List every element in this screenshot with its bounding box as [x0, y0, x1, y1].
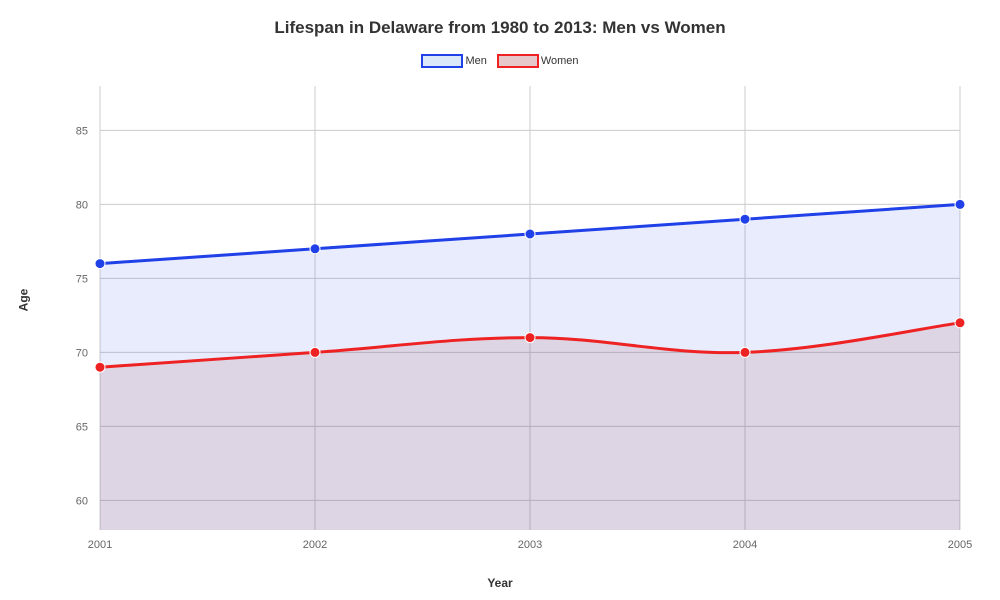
- svg-text:2003: 2003: [518, 539, 542, 551]
- svg-text:85: 85: [76, 125, 88, 137]
- chart-svg: 2001 2002 2003 2004 2005 60 65 70 75 80 85: [0, 0, 1000, 600]
- y-tick-labels: 60 65 70 75 80 85: [76, 125, 88, 507]
- chart-container: Lifespan in Delaware from 1980 to 2013: …: [0, 0, 1000, 600]
- svg-text:60: 60: [76, 495, 88, 507]
- x-tick-labels: 2001 2002 2003 2004 2005: [88, 539, 972, 551]
- svg-text:70: 70: [76, 347, 88, 359]
- svg-text:2002: 2002: [303, 539, 327, 551]
- svg-text:2001: 2001: [88, 539, 112, 551]
- svg-text:65: 65: [76, 421, 88, 433]
- svg-text:2005: 2005: [948, 539, 972, 551]
- svg-text:75: 75: [76, 273, 88, 285]
- svg-text:2004: 2004: [733, 539, 757, 551]
- svg-text:80: 80: [76, 199, 88, 211]
